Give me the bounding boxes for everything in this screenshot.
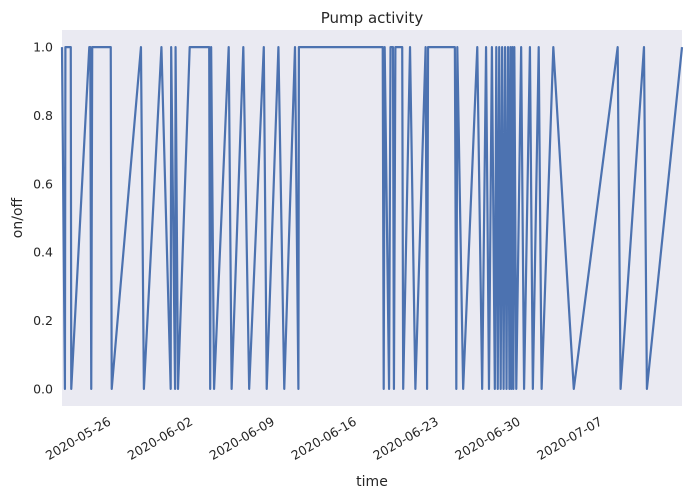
plot-area xyxy=(62,30,682,406)
x-tick-label: 2020-05-26 xyxy=(43,414,113,463)
y-axis: 0.0 0.2 0.4 0.6 0.8 1.0 xyxy=(33,40,53,397)
series-group xyxy=(60,45,684,391)
chart-title: Pump activity xyxy=(321,9,424,27)
series-line xyxy=(60,45,684,391)
y-tick-label: 0.8 xyxy=(33,108,53,123)
y-tick-label: 0.6 xyxy=(33,176,53,191)
x-tick-label: 2020-06-09 xyxy=(207,414,277,463)
y-tick-label: 0.4 xyxy=(33,245,53,260)
x-tick-label: 2020-06-02 xyxy=(125,414,195,463)
y-tick-label: 1.0 xyxy=(33,40,53,55)
y-axis-label: on/off xyxy=(10,197,26,238)
x-axis-label: time xyxy=(356,474,388,490)
x-tick-label: 2020-07-07 xyxy=(534,414,604,463)
y-tick-label: 0.0 xyxy=(33,381,53,396)
x-tick-label: 2020-06-30 xyxy=(452,414,522,463)
x-axis: 2020-05-26 2020-06-02 2020-06-09 2020-06-16… xyxy=(43,414,605,463)
x-tick-label: 2020-06-23 xyxy=(370,414,440,463)
y-tick-label: 0.2 xyxy=(33,313,53,328)
x-tick-label: 2020-06-16 xyxy=(289,414,359,463)
